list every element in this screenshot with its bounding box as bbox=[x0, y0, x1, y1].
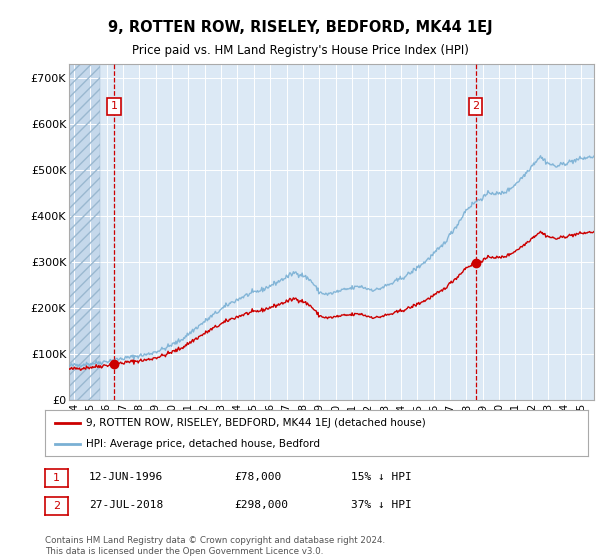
Text: £78,000: £78,000 bbox=[234, 472, 281, 482]
Text: 15% ↓ HPI: 15% ↓ HPI bbox=[351, 472, 412, 482]
Text: 9, ROTTEN ROW, RISELEY, BEDFORD, MK44 1EJ: 9, ROTTEN ROW, RISELEY, BEDFORD, MK44 1E… bbox=[107, 20, 493, 35]
Text: HPI: Average price, detached house, Bedford: HPI: Average price, detached house, Bedf… bbox=[86, 439, 320, 449]
Text: 1: 1 bbox=[53, 473, 60, 483]
Text: 2: 2 bbox=[472, 101, 479, 111]
Bar bbox=[69, 64, 100, 400]
Bar bbox=[69, 64, 100, 400]
Text: 2: 2 bbox=[53, 501, 60, 511]
Text: 12-JUN-1996: 12-JUN-1996 bbox=[89, 472, 163, 482]
Text: 37% ↓ HPI: 37% ↓ HPI bbox=[351, 500, 412, 510]
Text: 27-JUL-2018: 27-JUL-2018 bbox=[89, 500, 163, 510]
Text: 9, ROTTEN ROW, RISELEY, BEDFORD, MK44 1EJ (detached house): 9, ROTTEN ROW, RISELEY, BEDFORD, MK44 1E… bbox=[86, 418, 425, 428]
Text: 1: 1 bbox=[110, 101, 118, 111]
Text: £298,000: £298,000 bbox=[234, 500, 288, 510]
Text: Contains HM Land Registry data © Crown copyright and database right 2024.
This d: Contains HM Land Registry data © Crown c… bbox=[45, 536, 385, 556]
Text: Price paid vs. HM Land Registry's House Price Index (HPI): Price paid vs. HM Land Registry's House … bbox=[131, 44, 469, 57]
